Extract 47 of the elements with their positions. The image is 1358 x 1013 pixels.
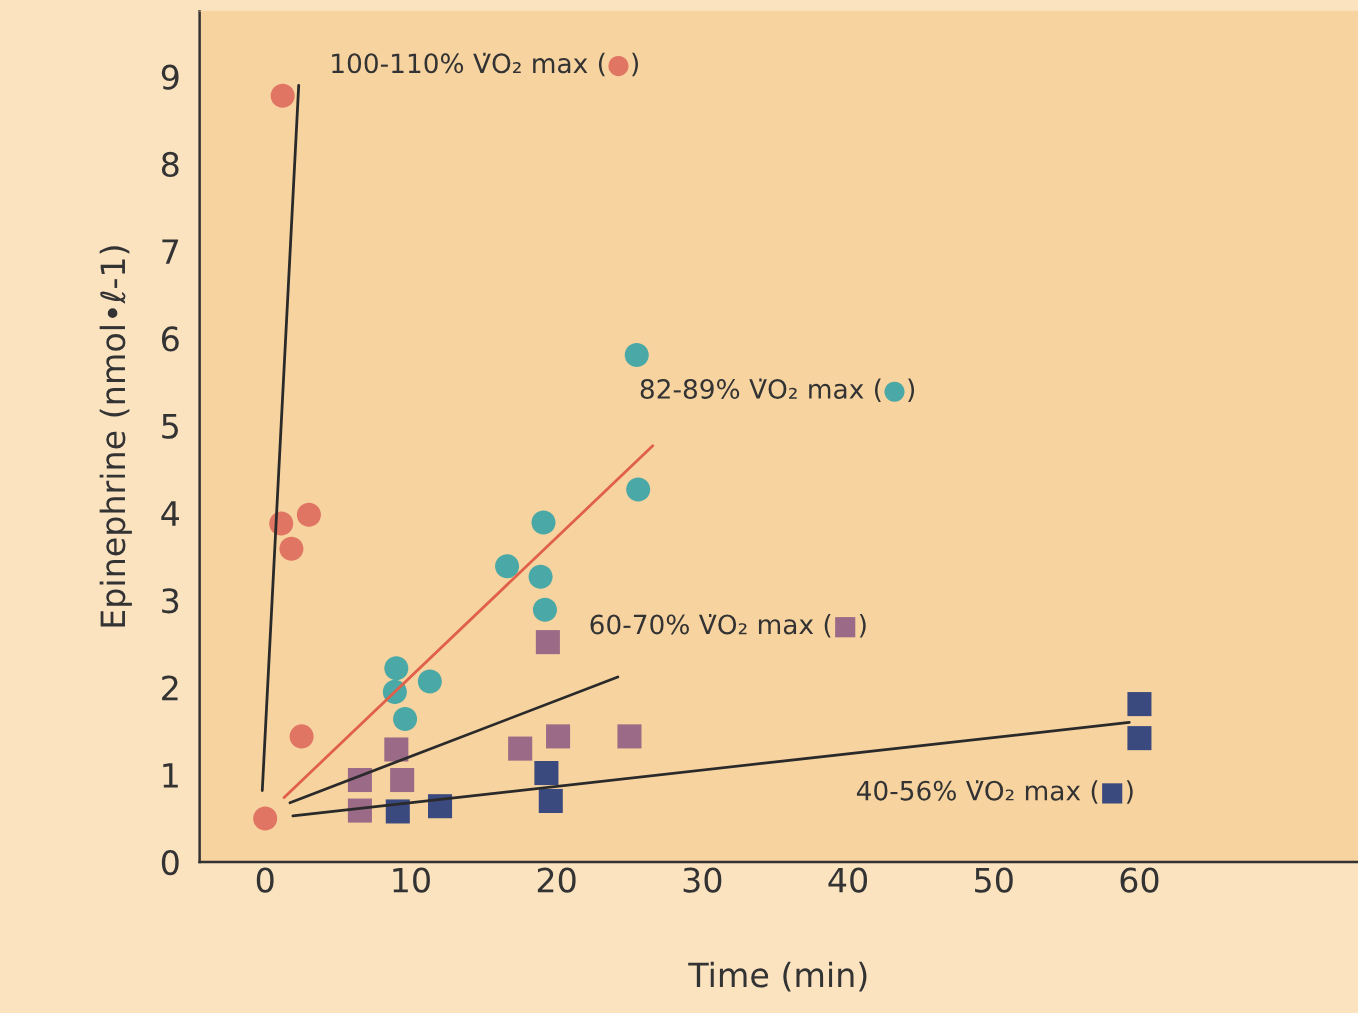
point: [534, 761, 559, 786]
point: [535, 630, 560, 655]
point: [279, 536, 304, 561]
series-label: 82-89% V̇O₂ max (●): [640, 378, 915, 403]
y-tick-label: 8: [161, 151, 179, 178]
y-axis-title: Epinephrine (nmol•ℓ-1): [99, 246, 132, 627]
point: [1127, 726, 1152, 751]
series-label: 60-70% V̇O₂ max (■): [590, 614, 866, 638]
y-tick-label: 3: [162, 588, 179, 614]
x-tick-label: 60: [1120, 867, 1159, 893]
series-label: 100-110% V̇O₂ max (●): [332, 52, 638, 77]
point: [495, 554, 520, 579]
point: [1127, 692, 1152, 717]
y-tick-label: 5: [162, 414, 178, 439]
point: [289, 724, 314, 749]
y-tick-label: 2: [162, 675, 178, 701]
x-tick-label: 20: [537, 867, 576, 893]
y-tick-label: 4: [161, 501, 180, 526]
y-tick-label: 0: [161, 849, 179, 876]
point: [532, 597, 557, 622]
y-tick-label: 7: [162, 239, 179, 264]
point: [384, 737, 409, 762]
point: [617, 724, 642, 749]
y-tick-label: 9: [161, 64, 179, 90]
point: [546, 724, 571, 749]
point: [624, 342, 649, 368]
x-axis-title: Time (min): [688, 961, 867, 992]
point: [253, 806, 278, 831]
point: [390, 768, 415, 793]
y-tick-label: 6: [162, 326, 179, 352]
point: [296, 502, 321, 527]
series-label: 40-56% V̇O₂ max (■): [856, 780, 1133, 804]
point: [270, 83, 295, 108]
x-tick-label: 0: [256, 867, 274, 893]
point: [538, 788, 563, 813]
x-tick-label: 10: [393, 867, 430, 893]
x-tick-label: 50: [975, 867, 1013, 893]
x-tick-label: 40: [828, 867, 868, 893]
point: [528, 564, 553, 589]
point: [417, 669, 442, 694]
point: [384, 656, 409, 681]
point: [531, 510, 556, 535]
point: [508, 736, 533, 761]
point: [626, 477, 651, 502]
y-tick-label: 1: [163, 763, 178, 788]
point: [393, 706, 418, 731]
x-tick-label: 30: [683, 867, 722, 893]
